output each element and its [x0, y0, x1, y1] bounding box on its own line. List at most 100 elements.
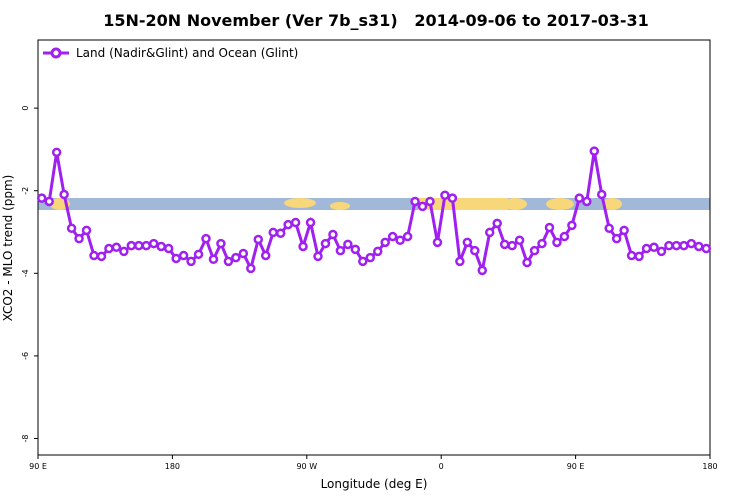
point — [36, 193, 47, 203]
point — [499, 239, 510, 250]
point — [201, 233, 211, 244]
point — [671, 240, 682, 251]
point — [134, 240, 144, 251]
x-axis-label: Longitude (deg E) — [321, 477, 428, 491]
point — [51, 147, 62, 158]
point — [193, 249, 204, 260]
point — [89, 250, 99, 261]
point — [253, 234, 264, 245]
point — [111, 242, 122, 253]
point — [701, 243, 712, 254]
point — [387, 231, 398, 242]
point — [641, 243, 652, 254]
point — [514, 235, 525, 246]
point — [260, 250, 271, 261]
point — [447, 193, 458, 203]
point — [425, 196, 435, 207]
point — [275, 228, 286, 239]
point — [462, 237, 473, 248]
point — [283, 219, 293, 230]
point — [358, 256, 368, 267]
legend-label: Land (Nadir&Glint) and Ocean (Glint) — [76, 46, 298, 60]
point — [537, 238, 547, 249]
point — [492, 218, 502, 229]
point — [679, 240, 689, 251]
point — [559, 231, 570, 242]
point — [402, 231, 413, 242]
point — [343, 239, 353, 250]
x-tick-label: 90 E — [29, 462, 47, 471]
y-tick-label: 0 — [21, 106, 30, 111]
point — [126, 240, 137, 251]
point — [313, 251, 323, 262]
point — [470, 245, 480, 256]
point — [59, 189, 69, 200]
point — [567, 220, 577, 231]
point — [96, 251, 107, 262]
legend-marker — [50, 47, 62, 59]
point — [634, 251, 644, 262]
chart-title: 15N-20N November (Ver 7b_s31) 2014-09-06… — [103, 11, 649, 30]
point — [350, 244, 361, 255]
point — [417, 201, 428, 212]
point — [320, 238, 331, 249]
point — [626, 250, 637, 261]
point — [178, 250, 189, 261]
point — [104, 243, 114, 254]
point — [148, 238, 159, 249]
point — [223, 256, 234, 267]
point — [44, 196, 54, 207]
point — [604, 223, 614, 234]
point — [596, 189, 607, 200]
point — [186, 256, 196, 267]
point — [477, 265, 488, 276]
point — [582, 196, 592, 207]
point — [664, 240, 674, 251]
point — [694, 241, 704, 252]
point — [686, 238, 697, 249]
point — [455, 256, 465, 267]
point — [66, 223, 77, 234]
point — [372, 246, 383, 257]
point — [611, 233, 622, 244]
point — [529, 245, 540, 256]
point — [305, 217, 316, 228]
point — [522, 257, 532, 268]
point — [268, 227, 278, 238]
y-tick-label: -8 — [21, 434, 30, 442]
point — [619, 225, 629, 236]
point — [216, 238, 226, 249]
point — [484, 227, 495, 238]
point — [74, 233, 84, 244]
point — [238, 248, 249, 259]
point — [410, 196, 420, 207]
point — [81, 225, 92, 236]
point — [365, 252, 376, 263]
point — [507, 240, 517, 251]
point — [649, 242, 659, 253]
point — [544, 222, 555, 233]
point — [141, 240, 152, 251]
point — [395, 235, 405, 246]
x-tick-label: 0 — [439, 462, 444, 471]
point — [335, 245, 346, 256]
x-tick-label: 90 W — [296, 462, 317, 471]
map-strip — [38, 198, 710, 210]
point — [589, 146, 600, 156]
point — [119, 246, 129, 257]
point — [156, 241, 166, 252]
point — [163, 243, 174, 254]
legend: Land (Nadir&Glint) and Ocean (Glint) — [43, 46, 298, 60]
point — [246, 263, 256, 274]
y-tick-label: -2 — [21, 187, 30, 195]
point — [656, 246, 667, 257]
point — [552, 237, 562, 248]
point — [171, 253, 181, 264]
point — [208, 254, 219, 265]
point — [328, 229, 338, 240]
y-axis-label: XCO2 - MLO trend (ppm) — [1, 175, 15, 322]
point — [231, 252, 241, 263]
y-tick-label: -6 — [21, 352, 30, 360]
point — [380, 237, 390, 248]
